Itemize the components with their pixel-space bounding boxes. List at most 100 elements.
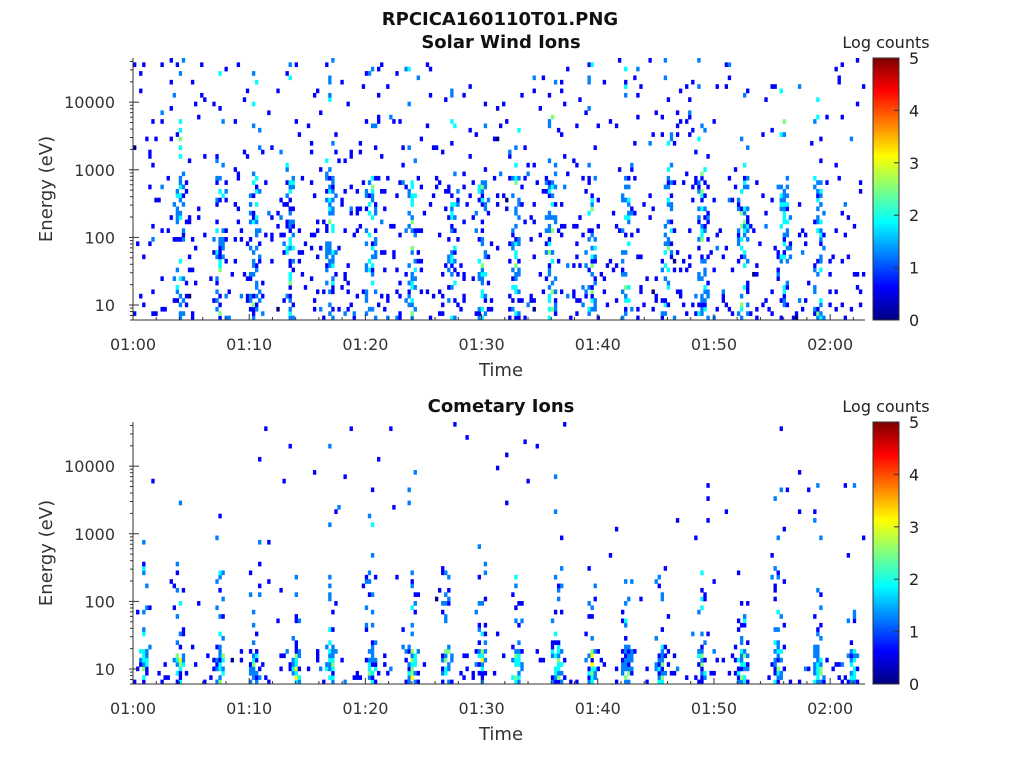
spectrogram-cell [370,193,375,199]
spectrogram-cell [685,311,689,316]
spectrogram-cell [483,180,488,185]
spectrogram-cell [489,241,494,247]
spectrogram-cell [358,206,363,212]
spectrogram-cell [392,119,396,124]
spectrogram-cell [364,311,369,316]
spectrogram-cell [370,522,375,528]
spectrogram-cell [413,470,417,475]
spectrogram-cell [373,254,378,260]
spectrogram-cell [697,302,701,308]
spectrogram-cell [145,662,149,667]
spectrogram-cell [840,114,844,120]
spectrogram-cell [697,653,701,659]
spectrogram-cell [441,653,445,659]
spectrogram-cell [736,232,741,238]
spectrogram-cell [779,487,783,493]
spectrogram-cell [733,657,738,663]
spectrogram-cell [614,223,619,229]
spectrogram-cell [495,136,500,142]
spectrogram-cell [697,136,701,142]
spectrogram-cell [349,210,353,216]
spectrogram-cell [175,285,180,290]
spectrogram-cell [294,679,298,685]
spectrogram-cell [700,237,704,242]
spectrogram-cell [746,289,750,295]
spectrogram-cell [691,302,695,308]
spectrogram-cell [514,271,518,277]
spectrogram-cell [813,289,817,295]
spectrogram-cell [651,206,655,212]
spectrogram-cell [584,263,588,268]
spectrogram-cell [142,631,146,637]
spectrogram-cell [627,666,631,672]
spectrogram-cell [694,311,698,316]
spectrogram-cell [480,666,485,672]
spectrogram-cell [422,210,427,216]
spectrogram-cell [553,474,558,480]
spectrogram-cell [736,258,741,264]
spectrogram-cell [215,535,219,541]
spectrogram-cell [502,653,506,659]
spectrogram-cell [264,232,268,238]
spectrogram-cell [477,627,481,632]
spectrogram-cell [593,175,597,181]
spectrogram-cell [169,215,173,220]
spectrogram-cell [178,675,183,680]
spectrogram-cell [495,465,500,471]
spectrogram-cell [218,267,222,273]
spectrogram-cell [370,267,375,273]
spectrogram-cell [328,175,332,181]
spectrogram-cell [142,675,146,680]
spectrogram-cell [224,66,228,72]
spectrogram-cell [248,271,253,277]
spectrogram-cell [547,223,552,229]
spectrogram-cell [221,666,225,672]
spectrogram-cell [663,263,668,268]
spectrogram-cell [325,62,329,68]
spectrogram-cell [523,439,527,445]
spectrogram-cell [218,631,222,637]
spectrogram-cell [184,180,189,185]
spectrogram-cell [822,315,826,321]
spectrogram-cell [553,162,558,168]
spectrogram-cell [804,666,808,672]
spectrogram-cell [697,271,701,277]
spectrogram-cell [697,662,701,667]
spectrogram-cell [331,609,335,615]
spectrogram-cell [444,97,448,102]
spectrogram-cell [529,298,533,303]
spectrogram-cell [361,289,366,295]
spectrogram-cell [547,285,552,290]
spectrogram-cell [160,119,164,124]
spectrogram-cell [840,679,844,685]
spectrogram-cell [547,119,552,124]
spectrogram-cell [739,657,744,663]
spectrogram-cell [251,609,256,615]
spectrogram-cell [849,670,854,676]
spectrogram-cell [550,215,555,220]
spectrogram-cell [669,250,674,255]
spectrogram-cell [410,675,414,680]
spectrogram-cell [495,245,500,251]
spectrogram-cell [480,219,485,225]
spectrogram-cell [660,267,664,273]
spectrogram-cell [627,644,631,650]
spectrogram-cell [178,145,183,150]
spectrogram-cell [218,653,222,659]
spectrogram-cell [322,315,326,321]
spectrogram-cell [578,263,582,268]
spectrogram-cell [617,228,622,233]
spectrogram-cell [453,250,457,255]
spectrogram-cell [816,228,820,233]
spectrogram-cell [837,175,841,181]
spectrogram-cell [660,662,664,667]
spectrogram-cell [508,175,512,181]
spectrogram-cell [294,675,298,680]
spectrogram-cell [590,657,594,663]
spectrogram-cell [364,71,369,76]
spectrogram-cell [697,180,701,185]
spectrogram-cell [331,210,335,216]
spectrogram-cell [852,271,857,277]
spectrogram-cell [685,119,689,124]
spectrogram-cell [267,539,271,545]
